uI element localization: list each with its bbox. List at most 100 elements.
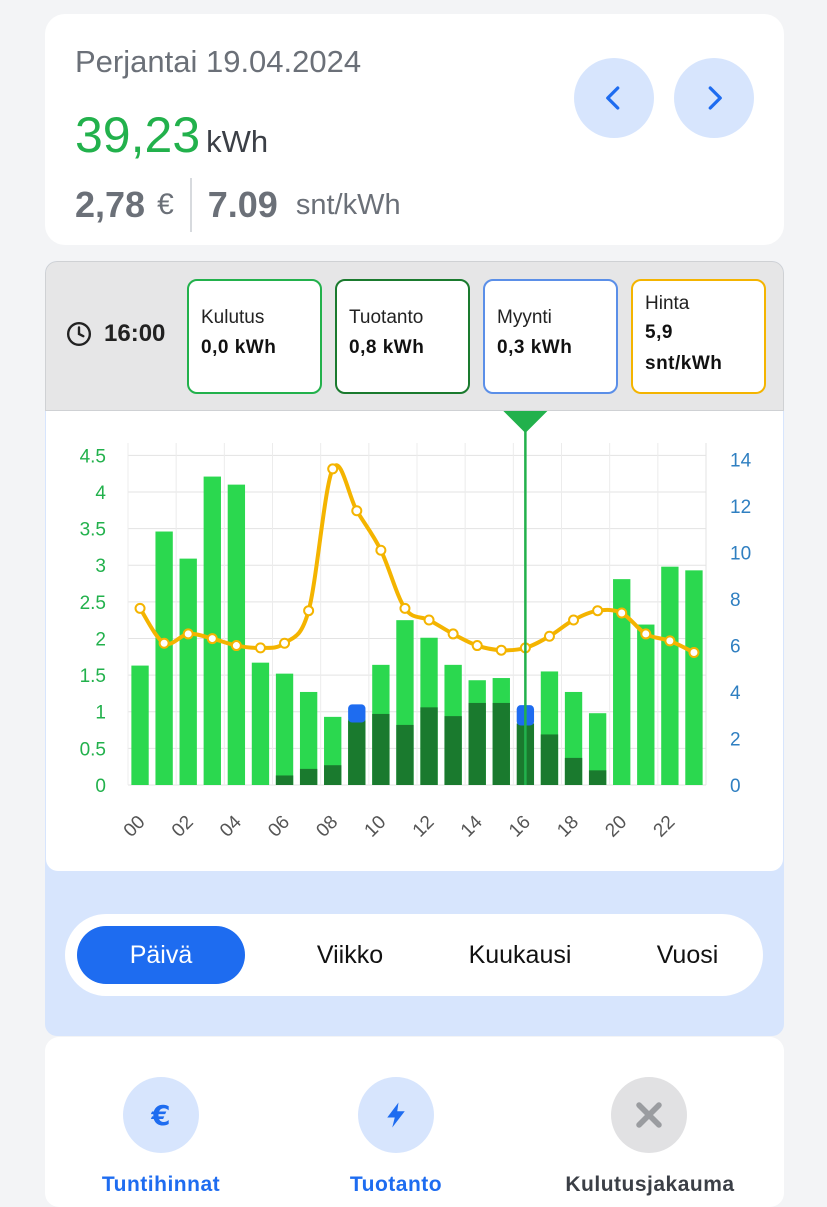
production-bar [492, 702, 510, 785]
period-year-tab[interactable]: Vuosi [656, 941, 719, 969]
y-left-tick-label: 4.5 [80, 446, 106, 467]
price-point [254, 642, 266, 654]
x-tick-label: 00 [120, 812, 150, 842]
y-right-tick-label: 12 [730, 497, 751, 518]
avg-price-value: 7.09 [207, 184, 278, 225]
shortcuts-card: € Tuntihinnat Tuotanto Kulutusjakauma [45, 1037, 784, 1207]
consumption-bar [588, 713, 607, 785]
x-tick-label: 20 [601, 812, 631, 842]
production-bar [444, 716, 462, 785]
selected-time-label: 16:00 [104, 320, 166, 347]
energy-unit: kWh [206, 124, 269, 159]
price-point [327, 463, 339, 475]
shortcut-hourly-prices-label: Tuntihinnat [101, 1173, 221, 1196]
consumption-label: Kulutus [201, 307, 265, 328]
price-point [616, 607, 628, 619]
energy-value: 39,23 [75, 107, 201, 163]
period-day-tab[interactable]: Päivä [77, 926, 245, 984]
y-left-tick-label: 3.5 [80, 520, 106, 541]
consumption-box: Kulutus 0,0 kWh [187, 279, 322, 394]
consumption-bar [299, 691, 318, 785]
summary-card: Perjantai 19.04.2024 39,23 kWh 2,78 € 7.0… [45, 14, 784, 245]
selected-hour-info: 16:00 Kulutus 0,0 kWh Tuotanto 0,8 kWh M… [45, 261, 784, 411]
sales-value: 0,3 kWh [497, 337, 573, 358]
y-right-tick-label: 4 [730, 683, 741, 704]
selected-time: 16:00 [66, 320, 165, 348]
consumption-value: 0,0 kWh [201, 337, 277, 358]
production-bar [420, 707, 438, 785]
x-tick-label: 14 [457, 811, 487, 841]
consumption-bar [661, 566, 679, 785]
period-month-tab[interactable]: Kuukausi [468, 941, 572, 969]
consumption-bar [251, 662, 270, 785]
price-point [206, 633, 218, 645]
price-point [640, 628, 652, 640]
production-box: Tuotanto 0,8 kWh [335, 279, 470, 394]
price-point [230, 640, 242, 652]
x-tick-label: 10 [361, 812, 391, 842]
price-point [423, 614, 435, 626]
y-left-tick-label: 1 [95, 703, 106, 724]
x-tick-label: 02 [168, 812, 198, 842]
price-box: Hinta 5,9 snt/kWh [631, 279, 766, 394]
production-bar [540, 734, 559, 785]
production-bar [588, 770, 607, 785]
production-value: 0,8 kWh [349, 337, 425, 358]
y-right-tick-label: 6 [730, 637, 741, 658]
x-tick-label: 12 [409, 812, 439, 842]
consumption-bar [685, 570, 703, 785]
price-point [592, 605, 604, 617]
date-label: Perjantai 19.04.2024 [75, 44, 362, 79]
y-left-tick-label: 1.5 [80, 666, 106, 687]
y-right-tick-label: 2 [730, 730, 741, 751]
price-point [688, 647, 700, 659]
consumption-bar [155, 531, 173, 785]
x-tick-label: 06 [264, 812, 294, 842]
y-right-tick-label: 10 [730, 544, 751, 565]
y-left-tick-label: 4 [95, 483, 106, 504]
cost-unit: € [157, 188, 174, 221]
x-tick-label: 18 [553, 812, 583, 842]
x-tick-label: 08 [312, 812, 342, 842]
y-right-tick-label: 14 [730, 451, 752, 472]
chart-area[interactable]: 0 0.5 1 1.5 2 2.5 3 3.5 4 4.5 0 2 4 6 8 10 12 14 00 02 04 06 0… [46, 411, 783, 871]
previous-day-button[interactable] [574, 58, 654, 138]
x-tick-label: 16 [505, 812, 535, 842]
sales-box: Myynti 0,3 kWh [483, 279, 618, 394]
production-bar [564, 757, 583, 785]
chart-card: 16:00 Kulutus 0,0 kWh Tuotanto 0,8 kWh M… [45, 261, 784, 1036]
price-point [399, 602, 411, 614]
price-point [447, 628, 459, 640]
production-bar [348, 720, 366, 785]
consumption-bar [275, 673, 294, 785]
production-bar [299, 768, 318, 785]
price-label: Hinta [645, 293, 690, 314]
y-left-tick-label: 3 [95, 556, 106, 577]
sales-bar [348, 704, 366, 723]
disabled-cross-icon [611, 1077, 687, 1153]
y-right-tick-label: 8 [730, 590, 741, 611]
price-point [351, 505, 363, 517]
consumption-bar [637, 624, 655, 785]
price-point [279, 637, 291, 649]
x-tick-label: 04 [216, 811, 246, 841]
cost-row: 2,78 € 7.09 snt/kWh [75, 178, 401, 232]
price-value: 5,9 snt/kWh [645, 322, 723, 374]
cost-value: 2,78 [75, 184, 146, 225]
next-day-button[interactable] [674, 58, 754, 138]
price-point [543, 630, 555, 642]
clock-icon [66, 321, 92, 347]
production-bar [275, 775, 294, 785]
production-label: Tuotanto [349, 307, 424, 328]
energy-total: 39,23 kWh [75, 106, 268, 164]
period-week-tab[interactable]: Viikko [316, 941, 384, 969]
price-point [182, 628, 194, 640]
price-point [303, 605, 315, 617]
euro-icon: € [123, 1077, 199, 1153]
price-point [568, 614, 580, 626]
price-point [158, 637, 170, 649]
y-left-tick-label: 0 [95, 776, 106, 797]
consumption-bar [613, 579, 631, 785]
consumption-bar [227, 484, 246, 785]
